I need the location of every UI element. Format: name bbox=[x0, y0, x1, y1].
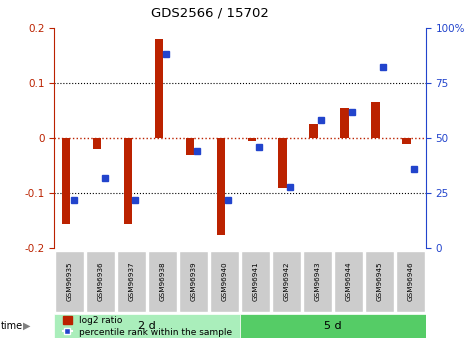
Bar bbox=[247, 138, 256, 141]
FancyBboxPatch shape bbox=[241, 251, 270, 312]
Text: GSM96944: GSM96944 bbox=[345, 262, 351, 301]
FancyBboxPatch shape bbox=[334, 251, 363, 312]
Legend: log2 ratio, percentile rank within the sample: log2 ratio, percentile rank within the s… bbox=[59, 312, 236, 341]
Text: GSM96945: GSM96945 bbox=[377, 262, 382, 301]
Text: 5 d: 5 d bbox=[324, 321, 342, 331]
Text: GDS2566 / 15702: GDS2566 / 15702 bbox=[151, 7, 269, 20]
Bar bbox=[309, 124, 318, 138]
FancyBboxPatch shape bbox=[365, 251, 394, 312]
Text: time: time bbox=[0, 321, 23, 331]
Bar bbox=[402, 138, 411, 144]
Bar bbox=[124, 138, 132, 224]
FancyBboxPatch shape bbox=[148, 251, 177, 312]
Bar bbox=[279, 138, 287, 188]
Text: GSM96938: GSM96938 bbox=[160, 262, 166, 301]
Text: GSM96940: GSM96940 bbox=[221, 262, 228, 301]
FancyBboxPatch shape bbox=[396, 251, 425, 312]
Bar bbox=[217, 138, 225, 235]
Text: GSM96939: GSM96939 bbox=[191, 262, 197, 301]
FancyBboxPatch shape bbox=[210, 251, 239, 312]
FancyBboxPatch shape bbox=[179, 251, 208, 312]
Text: GSM96943: GSM96943 bbox=[315, 262, 320, 301]
FancyBboxPatch shape bbox=[117, 251, 146, 312]
Bar bbox=[371, 102, 380, 138]
FancyBboxPatch shape bbox=[272, 251, 301, 312]
Text: ▶: ▶ bbox=[23, 321, 30, 331]
Text: 2 d: 2 d bbox=[138, 321, 156, 331]
Text: GSM96946: GSM96946 bbox=[407, 262, 413, 301]
Text: GSM96941: GSM96941 bbox=[253, 262, 259, 301]
Text: GSM96942: GSM96942 bbox=[283, 262, 289, 301]
Bar bbox=[155, 39, 163, 138]
Bar bbox=[186, 138, 194, 155]
FancyBboxPatch shape bbox=[303, 251, 332, 312]
FancyBboxPatch shape bbox=[54, 314, 240, 338]
FancyBboxPatch shape bbox=[55, 251, 84, 312]
FancyBboxPatch shape bbox=[240, 314, 426, 338]
Bar bbox=[93, 138, 101, 149]
FancyBboxPatch shape bbox=[86, 251, 115, 312]
Bar bbox=[341, 108, 349, 138]
Text: GSM96937: GSM96937 bbox=[129, 262, 135, 301]
Text: GSM96935: GSM96935 bbox=[67, 262, 73, 301]
Text: GSM96936: GSM96936 bbox=[98, 262, 104, 301]
Bar bbox=[62, 138, 70, 224]
